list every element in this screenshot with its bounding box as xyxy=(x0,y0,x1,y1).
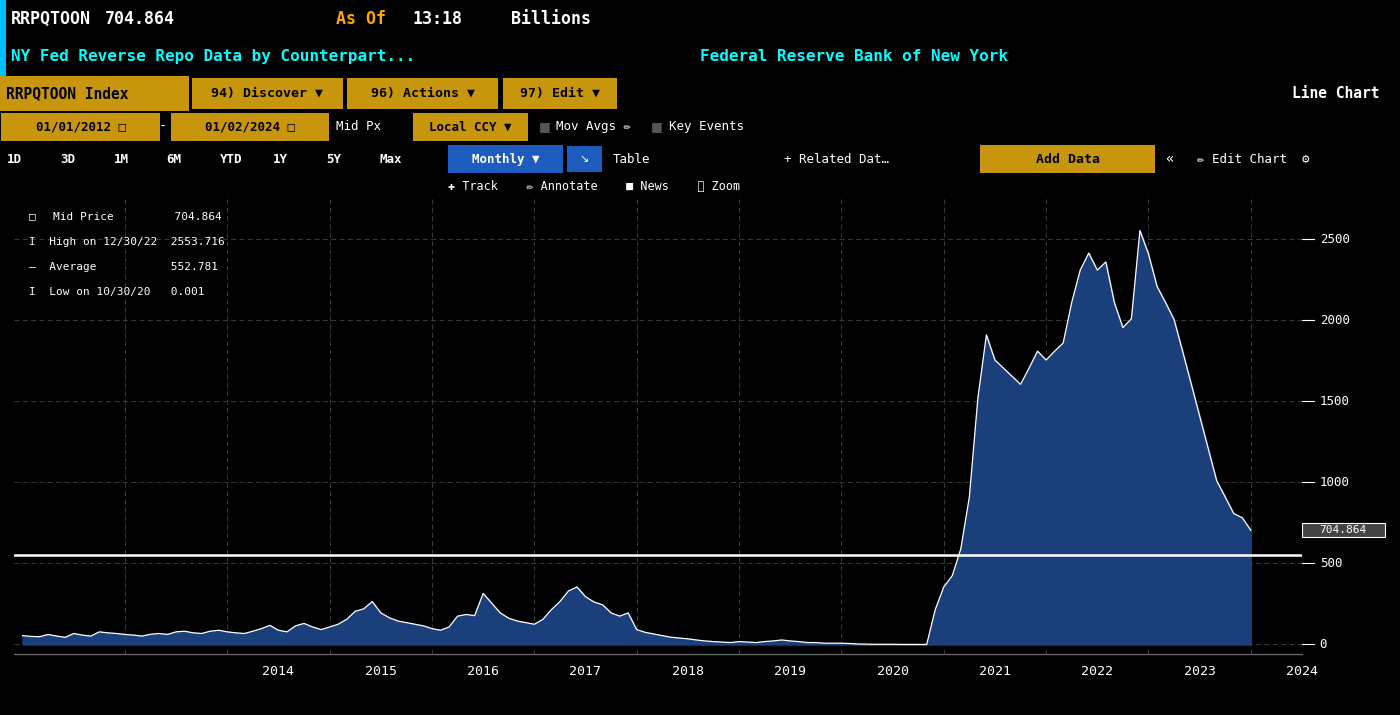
Text: Mid Price         704.864: Mid Price 704.864 xyxy=(53,212,221,222)
Bar xyxy=(413,113,528,141)
Text: –  Average           552.781: – Average 552.781 xyxy=(29,262,218,272)
Bar xyxy=(567,147,602,172)
Text: ✏ Edit Chart  ⚙: ✏ Edit Chart ⚙ xyxy=(1197,152,1309,166)
Text: 13:18: 13:18 xyxy=(413,10,463,28)
Text: + Related Dat…: + Related Dat… xyxy=(784,152,889,166)
Bar xyxy=(0,38,6,76)
Text: Max: Max xyxy=(379,152,402,166)
Text: 6M: 6M xyxy=(167,152,182,166)
Text: 96) Actions ▼: 96) Actions ▼ xyxy=(371,87,475,100)
Text: YTD: YTD xyxy=(220,152,242,166)
Text: «: « xyxy=(1165,152,1173,166)
Text: Mov Avgs ✏: Mov Avgs ✏ xyxy=(556,120,631,134)
Bar xyxy=(0,76,189,111)
Text: 1Y: 1Y xyxy=(273,152,288,166)
Text: 3D: 3D xyxy=(60,152,76,166)
Text: □: □ xyxy=(29,212,36,222)
Text: 97) Edit ▼: 97) Edit ▼ xyxy=(519,87,601,100)
Text: Federal Reserve Bank of New York: Federal Reserve Bank of New York xyxy=(700,49,1008,64)
Text: RRPQTOON: RRPQTOON xyxy=(11,10,91,28)
Text: 1M: 1M xyxy=(113,152,129,166)
Text: 0: 0 xyxy=(1320,638,1327,651)
Text: 2500: 2500 xyxy=(1320,233,1350,246)
Text: Mid Px: Mid Px xyxy=(336,120,381,134)
Text: I  Low on 10/30/20   0.001: I Low on 10/30/20 0.001 xyxy=(29,287,204,297)
Text: ✚ Track    ✏ Annotate    ■ News    ⚲ Zoom: ✚ Track ✏ Annotate ■ News ⚲ Zoom xyxy=(448,180,741,194)
Bar xyxy=(192,77,343,109)
Text: ■: ■ xyxy=(651,120,662,134)
Bar xyxy=(0,0,6,38)
Text: Key Events: Key Events xyxy=(669,120,745,134)
Text: 2000: 2000 xyxy=(1320,314,1350,327)
Text: ■: ■ xyxy=(539,120,550,134)
Text: NY Fed Reverse Repo Data by Counterpart...: NY Fed Reverse Repo Data by Counterpart.… xyxy=(11,49,416,64)
Text: Billions: Billions xyxy=(511,10,591,28)
Text: Add Data: Add Data xyxy=(1036,152,1099,166)
Text: 1D: 1D xyxy=(7,152,22,166)
Text: 5Y: 5Y xyxy=(326,152,342,166)
Text: Line Chart: Line Chart xyxy=(1291,86,1379,101)
Text: I  High on 12/30/22  2553.716: I High on 12/30/22 2553.716 xyxy=(29,237,225,247)
Text: 500: 500 xyxy=(1320,557,1343,570)
Text: Table: Table xyxy=(613,152,651,166)
Text: ↘: ↘ xyxy=(580,154,589,164)
Bar xyxy=(980,145,1155,173)
Text: Local CCY ▼: Local CCY ▼ xyxy=(430,120,511,134)
Text: 1500: 1500 xyxy=(1320,395,1350,408)
Text: 704.864: 704.864 xyxy=(1320,526,1366,536)
Bar xyxy=(1,113,160,141)
Text: As Of: As Of xyxy=(336,10,386,28)
Text: RRPQTOON Index: RRPQTOON Index xyxy=(6,86,129,101)
Bar xyxy=(503,77,617,109)
Bar xyxy=(448,145,563,173)
Bar xyxy=(347,77,498,109)
Text: 1000: 1000 xyxy=(1320,476,1350,489)
Bar xyxy=(1302,523,1385,537)
Bar xyxy=(171,113,329,141)
Text: -: - xyxy=(158,120,167,134)
Text: 704.864: 704.864 xyxy=(105,10,175,28)
Text: 94) Discover ▼: 94) Discover ▼ xyxy=(211,87,323,100)
Text: 01/01/2012 □: 01/01/2012 □ xyxy=(35,120,126,134)
Text: 01/02/2024 □: 01/02/2024 □ xyxy=(204,120,295,134)
Text: Monthly ▼: Monthly ▼ xyxy=(472,152,539,166)
